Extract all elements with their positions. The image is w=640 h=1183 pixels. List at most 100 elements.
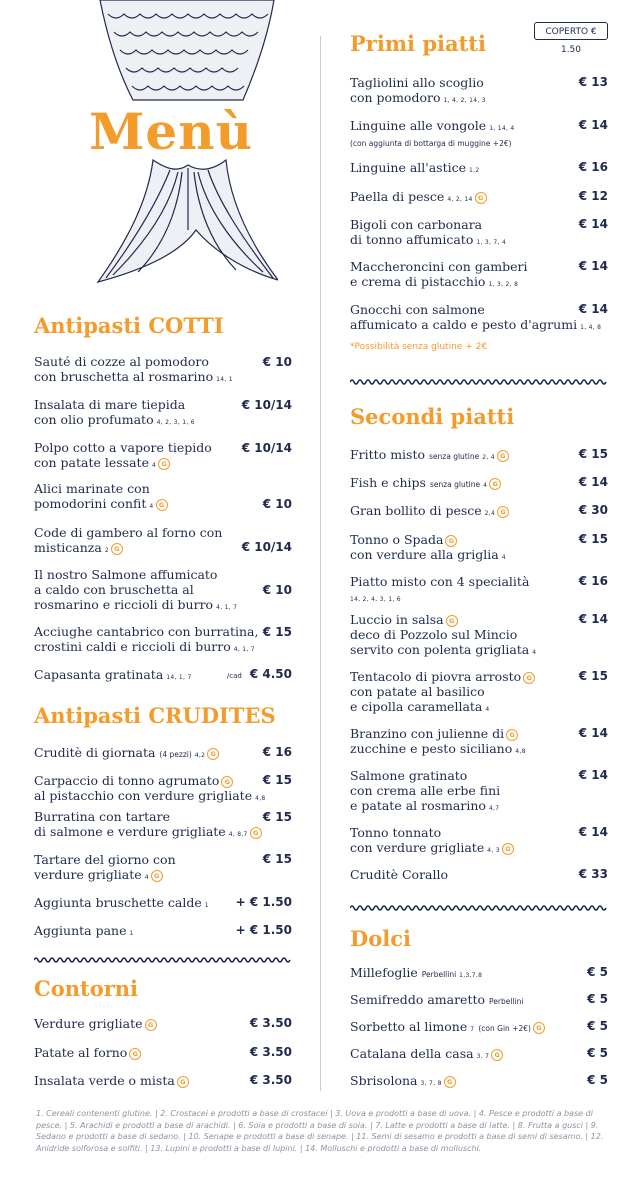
gluten-free-icon: G [489,477,502,490]
item-price: + € 1.50 [235,923,292,937]
menu-item: Tentacolo di piovra arrosto G con patate … [350,669,536,717]
item-price: € 13 [578,75,608,89]
gluten-free-icon: G [443,1075,456,1088]
item-price: € 15 [578,532,608,546]
menu-item: Cruditè di giornata (4 pezzi) 4,2 G [34,745,220,763]
gluten-free-icon: G [129,1047,142,1060]
section-title-antipasti-crudites: Antipasti CRUDITES [34,703,276,728]
menu-item: Linguine all'astice 1,2 [350,160,480,175]
item-price: € 15 [262,852,292,866]
menu-item: Alici marinate con pomodorini confit 4 G [34,481,168,514]
gluten-free-icon: G [496,449,509,462]
column-divider [320,36,321,1091]
item-price: € 16 [578,160,608,174]
item-price: € 3.50 [249,1016,292,1030]
item-price: € 30 [578,503,608,517]
menu-item: Sauté di cozze al pomodoro con bruschett… [34,354,233,384]
menu-item: Burratina con tartare di salmone e verdu… [34,809,262,842]
gluten-free-icon: G [491,1048,504,1061]
item-price: € 15 [578,447,608,461]
gluten-free-icon: G [207,747,220,760]
menu-item: Insalata di mare tiepida con olio profum… [34,397,195,427]
item-price: € 14 [578,259,608,273]
section-title-antipasti-cotti: Antipasti COTTI [34,313,224,338]
item-price: € 10 [262,583,292,597]
item-price: € 15 [262,625,292,639]
menu-item: Piatto misto con 4 specialità 14, 2, 4, … [350,574,530,603]
menu-item: Semifreddo amaretto Perbellini [350,992,524,1007]
item-price: € 15 [578,669,608,683]
menu-item: Branzino con julienne di G zucchine e pes… [350,726,526,756]
gluten-free-icon: G [474,191,487,204]
section-title-secondi-piatti: Secondi piatti [350,404,515,429]
gluten-free-note: *Possibilità senza glutine + 2€ [350,342,488,352]
menu-item: Salmone gratinato con crema alle erbe fi… [350,768,501,813]
menu-item: Paella di pesce 4, 2, 14 G [350,189,487,207]
menu-item: Carpaccio di tonno agrumato G al pistacch… [34,773,266,803]
menu-item: Bigoli con carbonara di tonno affumicato… [350,217,507,247]
item-price: € 5 [587,992,608,1006]
gluten-free-icon: G [155,498,168,511]
item-price: € 10 [262,355,292,369]
item-price: € 33 [578,867,608,881]
item-price: € 14 [578,768,608,782]
gluten-free-icon: G [523,671,536,684]
item-price: € 14 [578,825,608,839]
item-price: € 15 [262,773,292,787]
gluten-free-icon: G [221,775,234,788]
item-price: € 15 [262,810,292,824]
fish-illustration [96,0,278,284]
menu-item: Gran bollito di pesce 2,4 G [350,503,510,521]
item-price: € 3.50 [249,1045,292,1059]
item-price: € 5 [587,1073,608,1087]
item-price: + € 1.50 [235,895,292,909]
menu-item: Millefoglie Perbellini 1,3,7,8 [350,965,483,980]
menu-item: Luccio in salsa G deco di Pozzolo sul Min… [350,612,537,657]
item-price: /cad € 4.50 [226,667,292,681]
menu-item: Aggiunta bruschette calde 1 [34,895,209,910]
gluten-free-icon: G [497,505,510,518]
item-price: € 14 [578,302,608,316]
item-price: € 16 [262,745,292,759]
allergen-footnote: 1. Cereali contenenti glutine. | 2. Cros… [36,1109,604,1153]
menu-item: Acciughe cantabrico con burratina, crost… [34,624,259,654]
cover-charge-badge: COPERTO € 1.50 [534,22,608,55]
item-price: € 14 [578,118,608,132]
wave-divider [350,905,607,911]
gluten-free-icon: G [445,614,458,627]
item-price: € 5 [587,1046,608,1060]
menu-item: Linguine alle vongole 1, 14, 4 (con aggiu… [350,118,515,148]
menu-item: Patate al forno G [34,1045,142,1060]
item-price: € 10/14 [241,398,292,412]
menu-item: Tonno o Spada G con verdure alla griglia 4 [350,532,506,562]
gluten-free-icon: G [445,534,458,547]
wave-divider [34,957,291,963]
gluten-free-icon: G [501,842,514,855]
item-price: € 10/14 [241,441,292,455]
gluten-free-icon: G [506,728,519,741]
section-title-dolci: Dolci [350,926,411,951]
menu-item: Maccheroncini con gamberi e crema di pis… [350,259,528,289]
menu-item: Capasanta gratinata 14, 1, 7 [34,667,192,682]
item-price: € 14 [578,726,608,740]
menu-item: Fish e chips senza glutine 4 G [350,475,502,493]
menu-item: Code di gambero al forno con misticanza 2… [34,525,223,555]
section-title-contorni: Contorni [34,976,139,1001]
menu-title: Menù [89,102,253,161]
menu-item: Tartare del giorno con verdure grigliate… [34,852,176,882]
item-price: € 14 [578,217,608,231]
item-price: € 16 [578,574,608,588]
gluten-free-icon: G [110,542,123,555]
item-price: € 5 [587,965,608,979]
item-price: € 14 [578,612,608,626]
gluten-free-icon: G [176,1075,189,1088]
gluten-free-icon: G [532,1021,545,1034]
gluten-free-icon: G [249,826,262,839]
gluten-free-icon: G [144,1018,157,1031]
gluten-free-icon: G [158,457,171,470]
